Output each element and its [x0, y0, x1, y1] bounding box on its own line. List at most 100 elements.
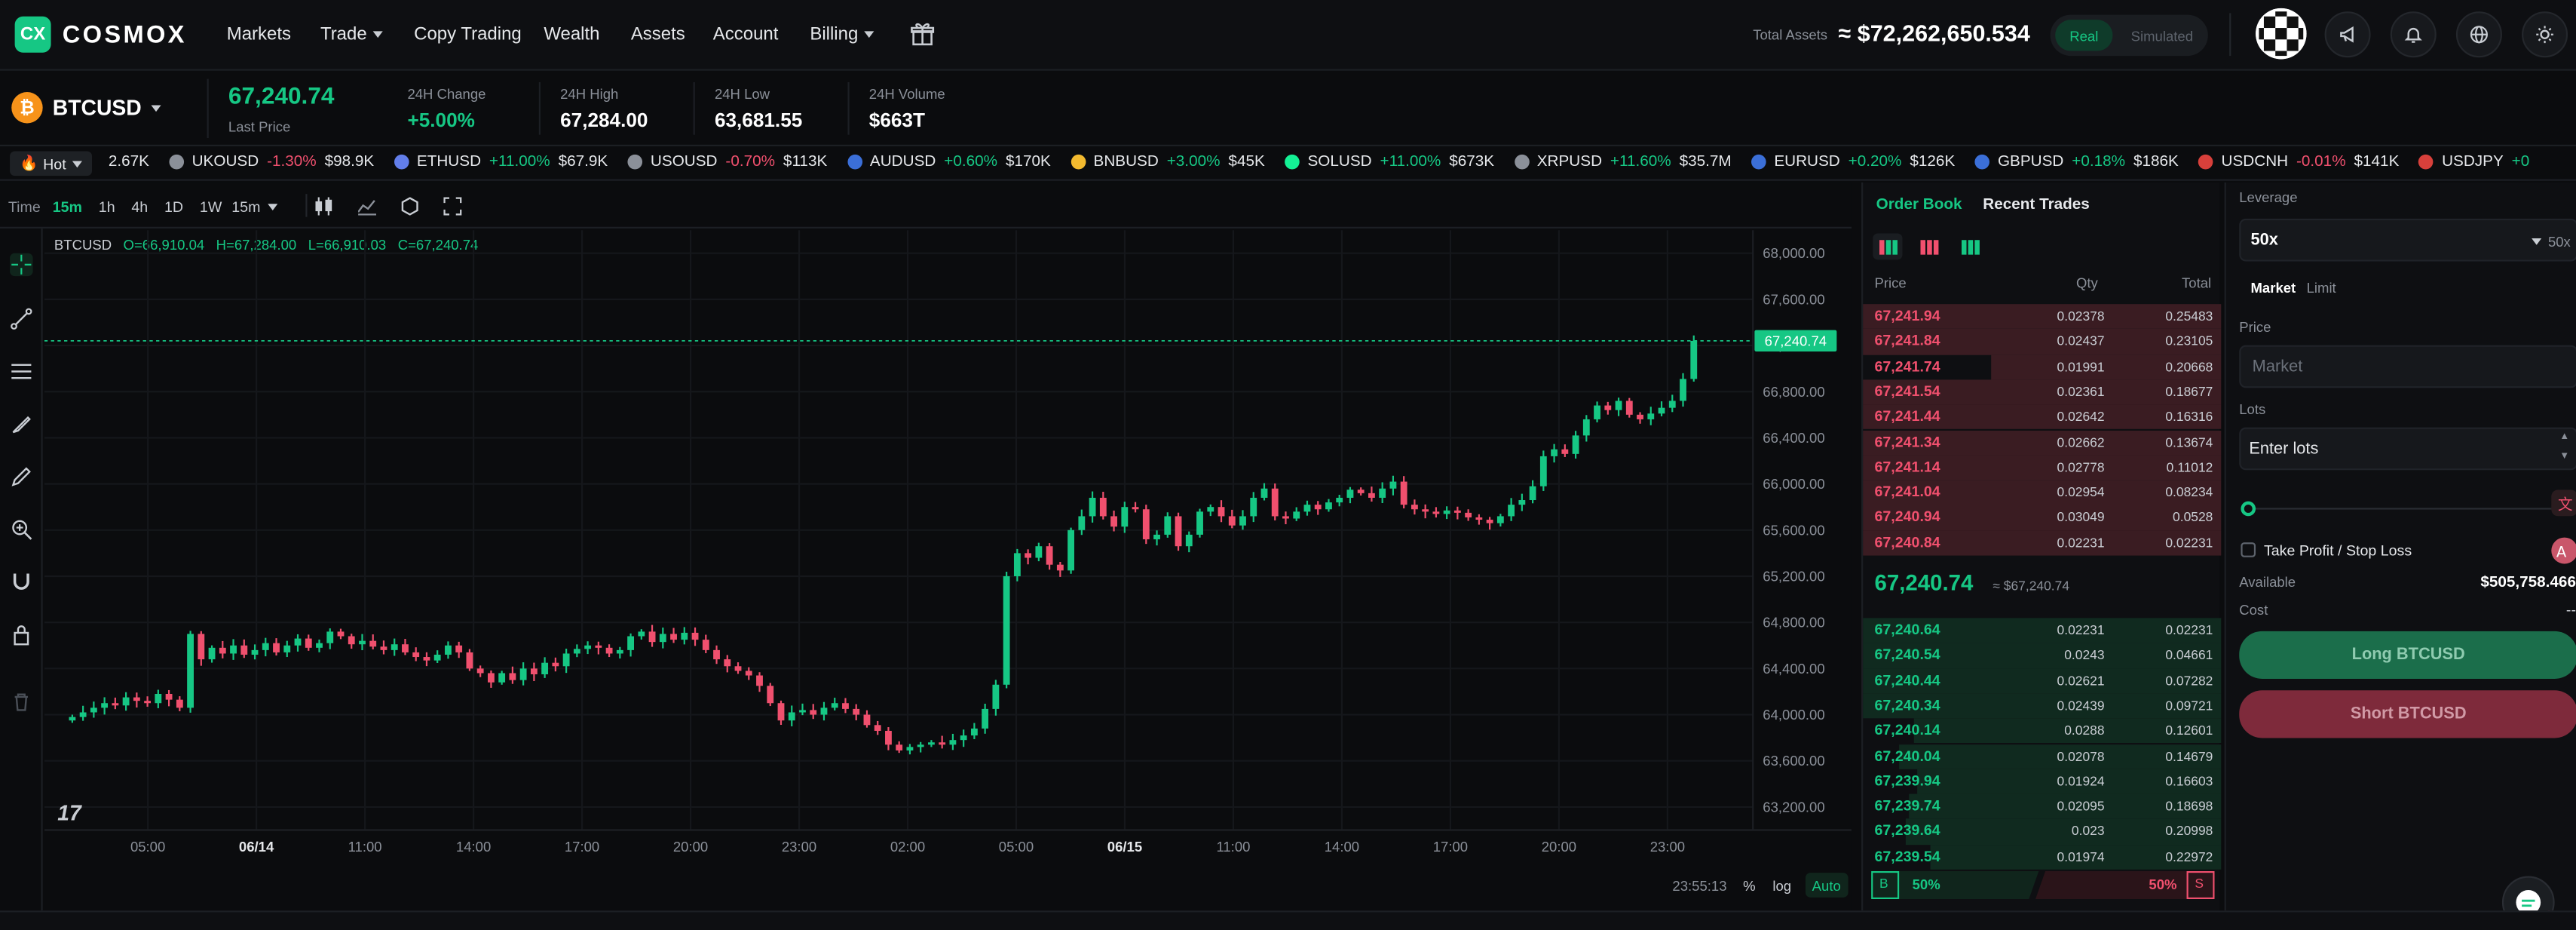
x-tick-label: 02:00 — [890, 839, 925, 855]
trash-icon[interactable] — [10, 690, 33, 714]
brush-icon[interactable] — [10, 413, 33, 436]
bid-row[interactable]: 67,239.54 0.01974 0.22972 — [1863, 844, 2222, 870]
y-tick-label: 64,800.00 — [1763, 615, 1824, 631]
order-type-market[interactable]: Market — [2250, 279, 2296, 296]
symbol-selector[interactable]: ₿ BTCUSD — [11, 92, 161, 124]
nav-wealth[interactable]: Wealth — [544, 24, 600, 45]
nav-markets[interactable]: Markets — [226, 24, 291, 45]
pencil-icon[interactable] — [10, 465, 33, 489]
book-asks-icon[interactable] — [1914, 233, 1943, 259]
sun-icon[interactable] — [2522, 11, 2568, 58]
crosshair-icon[interactable] — [10, 253, 33, 277]
bid-row[interactable]: 67,239.64 0.023 0.20998 — [1863, 819, 2222, 845]
tpsl-checkbox[interactable] — [2241, 542, 2256, 557]
lock-icon[interactable] — [10, 623, 33, 646]
book-both-icon[interactable] — [1873, 233, 1903, 260]
ask-row[interactable]: 67,241.34 0.02662 0.13674 — [1863, 429, 2222, 456]
ask-row[interactable]: 67,241.14 0.02778 0.11012 — [1863, 455, 2222, 480]
price-chart[interactable]: 68,000.0067,600.0067,200.0066,800.0066,4… — [44, 230, 1852, 863]
zoom-in-icon[interactable] — [10, 517, 33, 541]
fullscreen-icon[interactable] — [443, 197, 462, 219]
ticker-item[interactable]: XRPUSD +11.60% $35.7M — [1514, 153, 1732, 171]
interval-select[interactable]: 15m — [231, 199, 277, 215]
translate-icon[interactable]: A — [2551, 537, 2576, 564]
bid-row[interactable]: 67,240.54 0.0243 0.04661 — [1863, 643, 2222, 669]
interval-tab-15m[interactable]: 15m — [52, 198, 82, 216]
nav-trade[interactable]: Trade — [320, 25, 384, 45]
percent-scale-button[interactable]: % — [1743, 877, 1756, 895]
lots-slider[interactable] — [2245, 508, 2559, 510]
ticker-item[interactable]: GBPUSD +0.18% $186K — [1974, 153, 2179, 171]
bid-row[interactable]: 67,240.04 0.02078 0.14679 — [1863, 744, 2222, 769]
hot-filter[interactable]: 🔥 Hot — [10, 151, 93, 176]
tab-order-book[interactable]: Order Book — [1876, 195, 1962, 214]
nav-billing[interactable]: Billing — [810, 25, 875, 45]
tab-recent-trades[interactable]: Recent Trades — [1983, 195, 2090, 214]
indicators-icon[interactable] — [357, 198, 377, 219]
order-type-limit[interactable]: Limit — [2306, 279, 2336, 296]
magnet-icon[interactable] — [10, 570, 33, 594]
log-scale-button[interactable]: log — [1772, 877, 1792, 895]
price-input[interactable]: Market — [2239, 345, 2576, 388]
ticker-item[interactable]: USDJPY +0 — [2418, 153, 2538, 171]
bid-row[interactable]: 67,240.14 0.0288 0.12601 — [1863, 718, 2222, 744]
brand-logo[interactable]: CX — [14, 16, 51, 53]
interval-tab-1D[interactable]: 1D — [164, 198, 184, 216]
trend-line-icon[interactable] — [10, 308, 33, 331]
ask-row[interactable]: 67,240.94 0.03049 0.0528 — [1863, 505, 2222, 531]
row-price: 67,241.34 — [1874, 433, 1940, 450]
nav-assets[interactable]: Assets — [630, 24, 685, 45]
bell-icon[interactable] — [2390, 11, 2437, 58]
x-tick-label: 20:00 — [673, 839, 708, 855]
depth-bar — [1863, 693, 2222, 719]
ticker-item[interactable]: UKOUSD -1.30% $98.9K — [169, 153, 374, 171]
ask-row[interactable]: 67,241.94 0.02378 0.25483 — [1863, 304, 2222, 330]
gift-icon[interactable] — [910, 21, 935, 46]
interval-tab-1h[interactable]: 1h — [98, 198, 115, 216]
translate-icon[interactable]: 文 — [2551, 490, 2576, 517]
stepper-down-icon[interactable]: ▼ — [2559, 452, 2570, 462]
bid-row[interactable]: 67,239.94 0.01924 0.16603 — [1863, 769, 2222, 794]
book-bids-icon[interactable] — [1955, 233, 1984, 259]
short-button[interactable]: Short BTCUSD — [2239, 690, 2576, 738]
bid-row[interactable]: 67,239.74 0.02095 0.18698 — [1863, 793, 2222, 820]
nav-copy-trading[interactable]: Copy Trading — [414, 24, 522, 45]
ticker-item[interactable]: AUDUSD +0.60% $170K — [847, 153, 1051, 171]
stepper-up-icon[interactable]: ▲ — [2559, 432, 2570, 443]
ask-row[interactable]: 67,241.44 0.02642 0.16316 — [1863, 404, 2222, 430]
slider-handle[interactable] — [2241, 501, 2256, 517]
fib-lines-icon[interactable] — [10, 360, 33, 383]
nav-account[interactable]: Account — [712, 24, 779, 45]
hexagon-icon[interactable] — [401, 197, 419, 219]
ticker-item[interactable]: EURUSD +0.20% $126K — [1751, 153, 1955, 171]
ask-row[interactable]: 67,241.04 0.02954 0.08234 — [1863, 480, 2222, 505]
mode-simulated-button[interactable]: Simulated — [2130, 26, 2194, 44]
avatar[interactable] — [2256, 8, 2307, 60]
bid-row[interactable]: 67,240.44 0.02621 0.07282 — [1863, 668, 2222, 694]
candle — [1647, 413, 1655, 419]
globe-icon[interactable] — [2455, 11, 2502, 58]
megaphone-icon[interactable] — [2324, 11, 2371, 58]
lots-input[interactable]: Enter lots ▲ ▼ — [2239, 427, 2576, 471]
mode-real-button[interactable]: Real — [2055, 20, 2113, 51]
bid-row[interactable]: 67,240.64 0.02231 0.02231 — [1863, 618, 2222, 643]
ticker-item[interactable]: SOLUSD +11.00% $673K — [1284, 153, 1494, 171]
account-mode-toggle[interactable]: Real Simulated — [2050, 14, 2208, 57]
interval-tab-4h[interactable]: 4h — [131, 198, 149, 216]
ticker-item[interactable]: USOUSD -0.70% $113K — [627, 153, 827, 171]
long-button[interactable]: Long BTCUSD — [2239, 631, 2576, 680]
candles-icon[interactable] — [315, 197, 333, 219]
auto-scale-button[interactable]: Auto — [1805, 873, 1848, 898]
row-total: 0.0528 — [2173, 510, 2213, 526]
ask-row[interactable]: 67,240.84 0.02231 0.02231 — [1863, 530, 2222, 556]
brand-name[interactable]: COSMOX — [62, 21, 187, 50]
leverage-select[interactable]: 50x 50x — [2239, 218, 2576, 262]
ticker-item[interactable]: USDCNH -0.01% $141K — [2198, 153, 2399, 171]
interval-tab-1W[interactable]: 1W — [199, 198, 222, 216]
bid-row[interactable]: 67,240.34 0.02439 0.09721 — [1863, 693, 2222, 719]
ask-row[interactable]: 67,241.74 0.01991 0.20668 — [1863, 354, 2222, 380]
ticker-item[interactable]: BNBUSD +3.00% $45K — [1071, 153, 1265, 171]
ask-row[interactable]: 67,241.54 0.02361 0.18677 — [1863, 379, 2222, 405]
ask-row[interactable]: 67,241.84 0.02437 0.23105 — [1863, 329, 2222, 355]
ticker-item[interactable]: ETHUSD +11.00% $67.9K — [394, 153, 608, 171]
